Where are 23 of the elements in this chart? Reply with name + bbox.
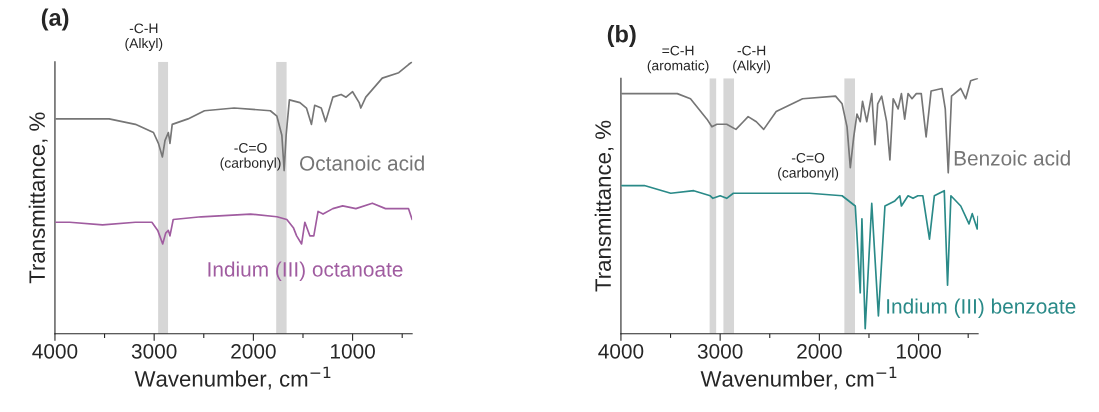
x-axis-title: Wavenumber, cm$^{−1}$ [134, 366, 331, 390]
series-label: Benzoic acid [954, 150, 1070, 166]
band-label: -C=O (carbonyl) [220, 143, 281, 171]
band-label: =C-H (aromatic) [647, 45, 709, 74]
x-tick-label: 4000 [598, 343, 644, 359]
chart-title: (a) [41, 8, 69, 31]
series-label: Indium (III) octanoate [208, 261, 403, 281]
x-tick-label: 3000 [697, 343, 743, 359]
x-tick-label: 1000 [897, 343, 941, 359]
band-label: -C-H (Alkyl) [733, 45, 771, 74]
band-label: -C=O (carbonyl) [778, 152, 839, 181]
x-tick-label: 2000 [797, 343, 842, 359]
chart-title: (b) [607, 25, 636, 48]
y-axis-title: Transmittance, % [594, 120, 614, 292]
x-tick-label: 3000 [131, 343, 177, 359]
series-label: Octanoic acid [300, 155, 424, 171]
band-label: -C-H (Alkyl) [125, 23, 163, 51]
x-axis-title: Wavenumber, cm$^{−1}$ [700, 366, 897, 390]
y-axis-title: Transmittance, % [28, 112, 48, 284]
series-label: Indium (III) benzoate [887, 298, 1076, 318]
x-tick-label: 4000 [32, 343, 78, 359]
x-tick-label: 2000 [231, 343, 276, 359]
x-tick-label: 1000 [331, 343, 375, 359]
